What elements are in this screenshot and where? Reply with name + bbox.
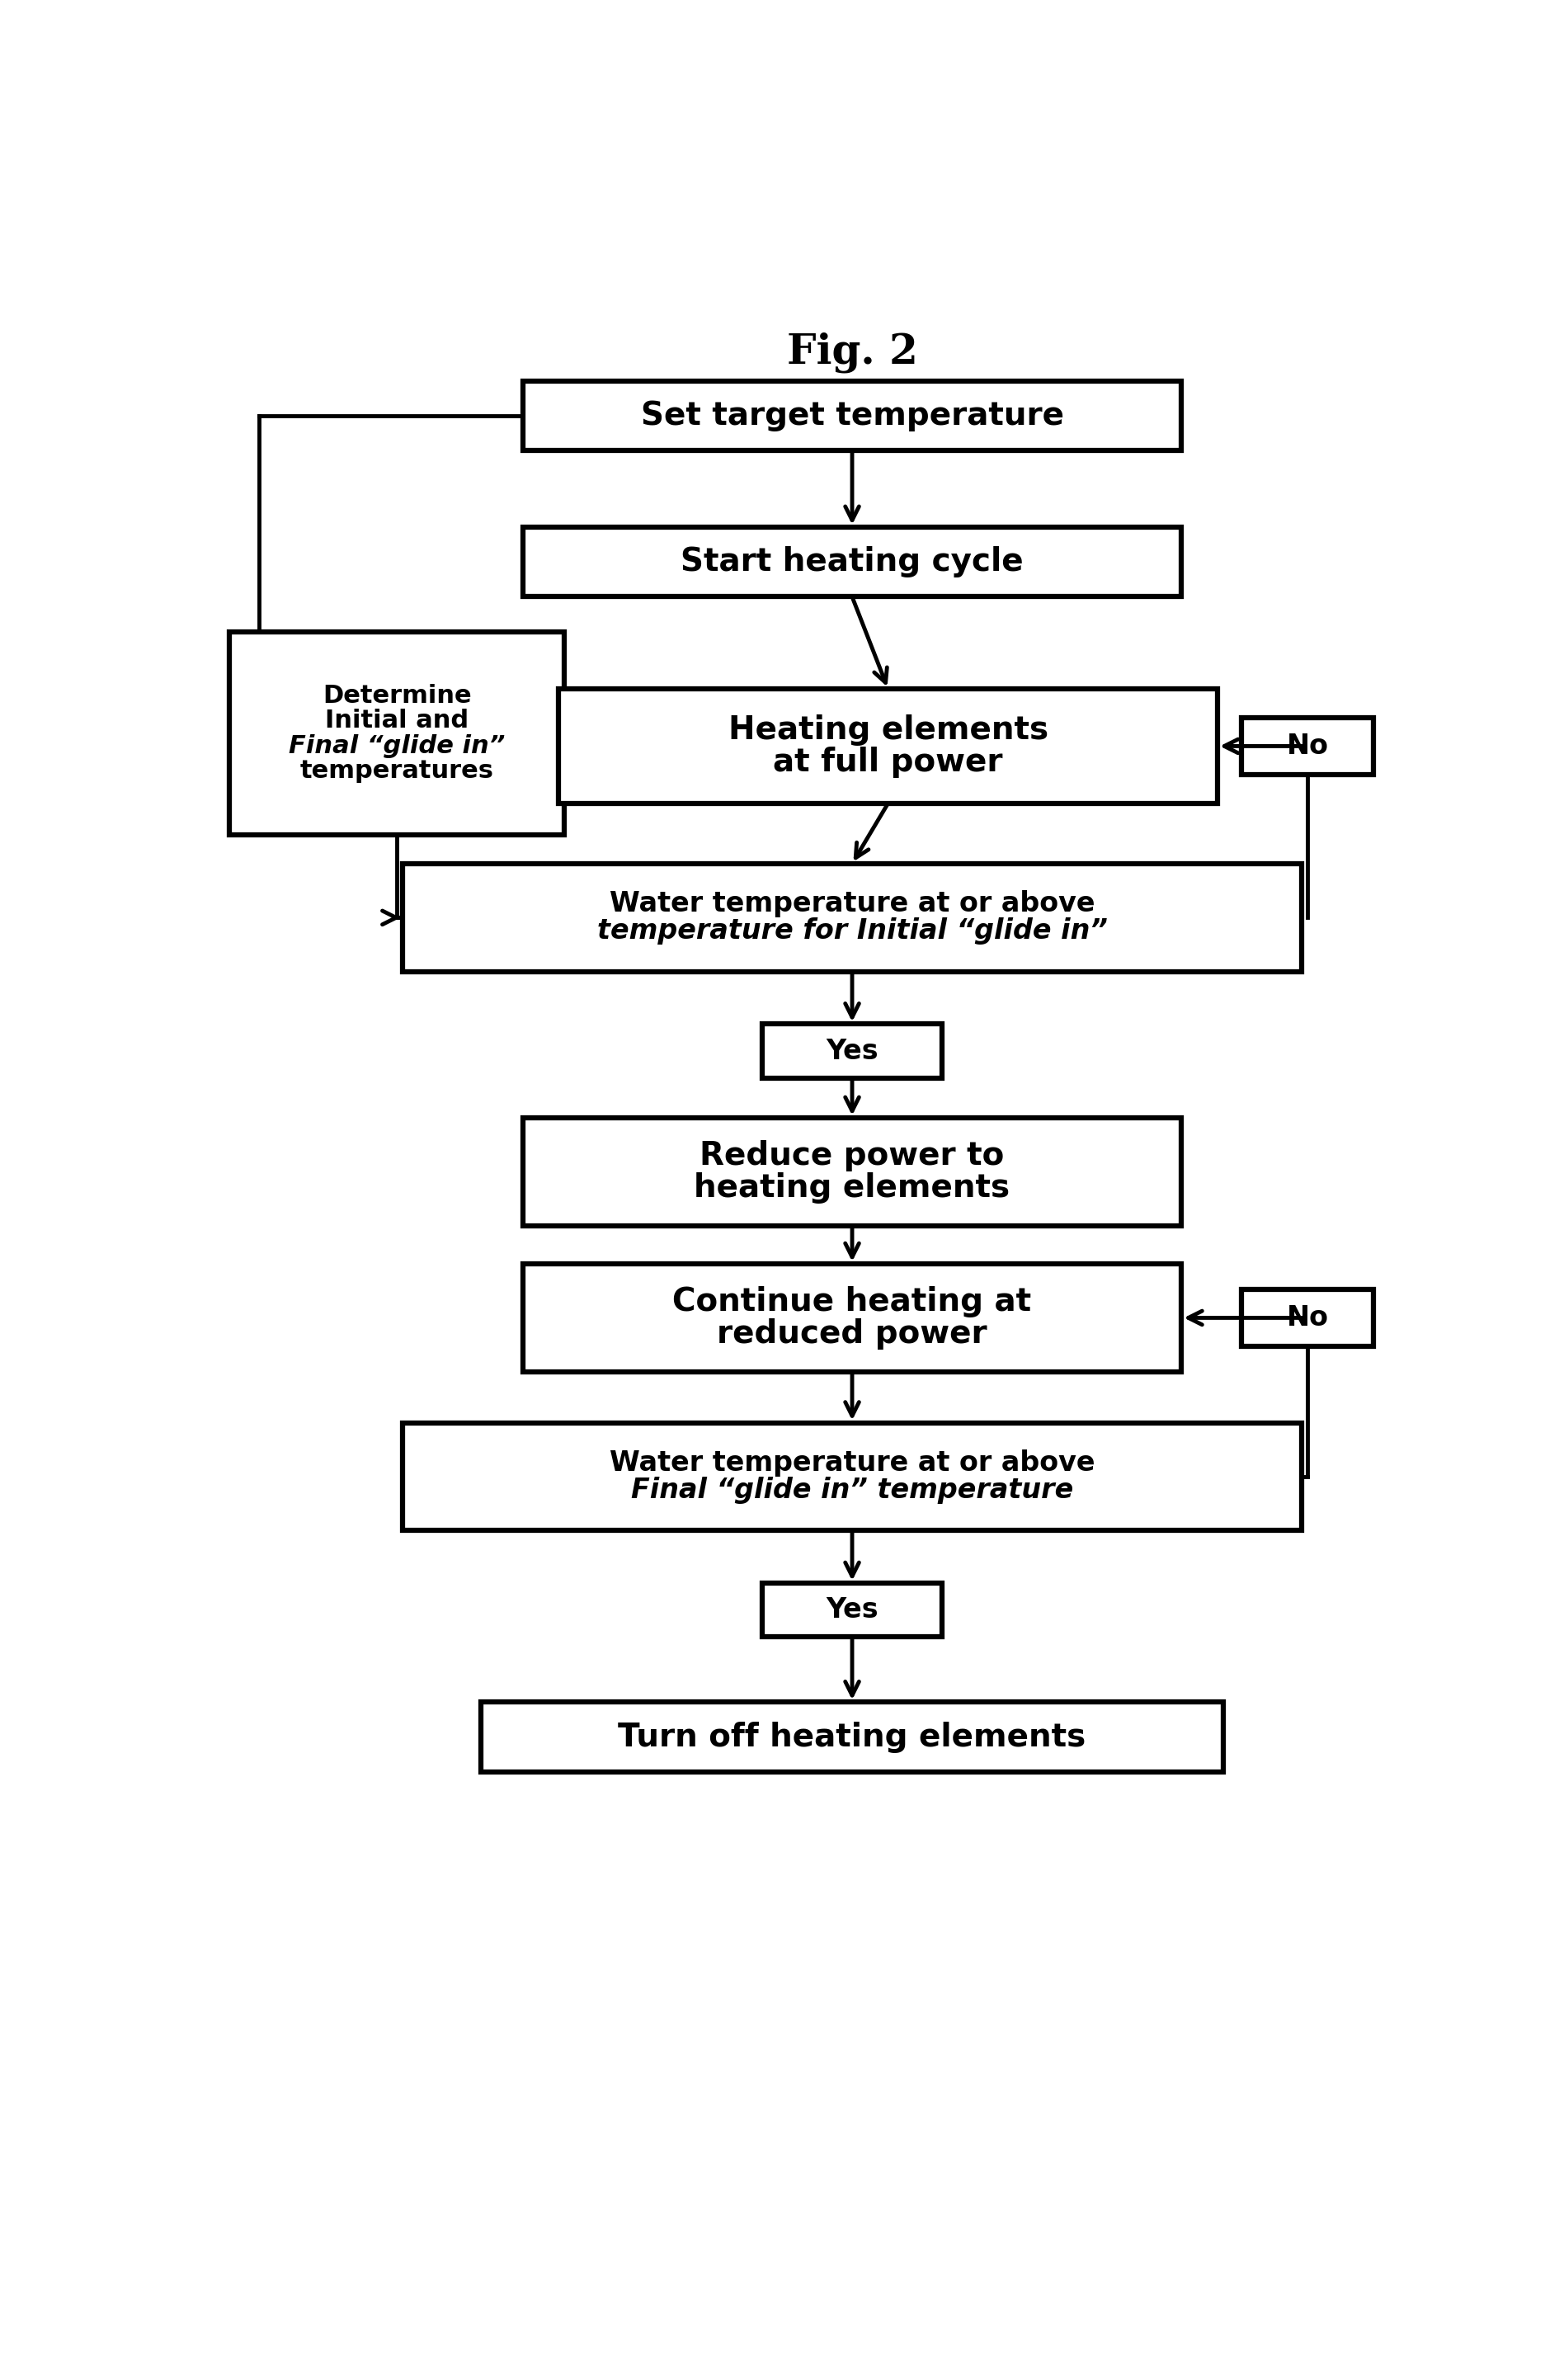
Text: Turn off heating elements: Turn off heating elements <box>618 1721 1086 1752</box>
Text: at full power: at full power <box>772 747 1003 778</box>
Bar <box>229 631 564 835</box>
Bar <box>1241 716 1372 776</box>
Bar <box>522 1119 1180 1226</box>
Bar <box>762 1023 941 1078</box>
Text: Continue heating at: Continue heating at <box>672 1285 1031 1319</box>
Text: Heating elements: Heating elements <box>728 714 1048 745</box>
Text: temperature for Initial “glide in”: temperature for Initial “glide in” <box>596 919 1106 945</box>
Text: Fig. 2: Fig. 2 <box>786 331 918 374</box>
Text: Final “glide in” temperature: Final “glide in” temperature <box>630 1476 1072 1504</box>
Text: Set target temperature: Set target temperature <box>640 400 1063 431</box>
Bar <box>558 688 1217 804</box>
Text: Water temperature at or above: Water temperature at or above <box>609 1449 1094 1476</box>
Text: temperatures: temperatures <box>300 759 493 783</box>
Text: reduced power: reduced power <box>717 1319 987 1349</box>
Text: Final “glide in”: Final “glide in” <box>289 733 505 757</box>
Text: No: No <box>1285 733 1327 759</box>
Bar <box>522 526 1180 597</box>
Bar <box>1241 1290 1372 1347</box>
Bar <box>522 381 1180 450</box>
Text: No: No <box>1285 1304 1327 1330</box>
Text: Start heating cycle: Start heating cycle <box>680 547 1023 578</box>
Bar <box>762 1583 941 1637</box>
Text: Reduce power to: Reduce power to <box>700 1140 1004 1171</box>
Text: heating elements: heating elements <box>694 1171 1009 1204</box>
Bar <box>480 1702 1222 1773</box>
Bar <box>403 864 1301 971</box>
Bar <box>403 1423 1301 1530</box>
Text: Initial and: Initial and <box>324 709 468 733</box>
Text: Yes: Yes <box>825 1597 878 1623</box>
Bar <box>522 1264 1180 1371</box>
Text: Determine: Determine <box>323 683 471 707</box>
Text: Water temperature at or above: Water temperature at or above <box>609 890 1094 919</box>
Text: Yes: Yes <box>825 1038 878 1064</box>
